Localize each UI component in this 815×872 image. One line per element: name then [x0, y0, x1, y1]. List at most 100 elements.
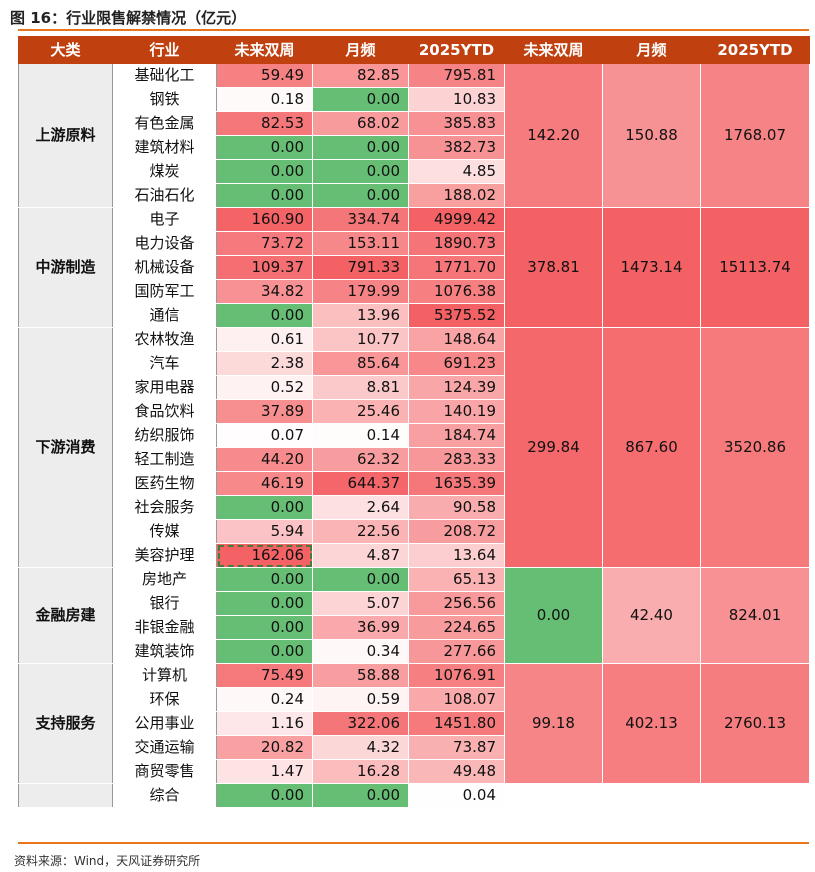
col-header-agg-monthly: 月频: [602, 36, 701, 64]
table-row: 建筑材料 0.00 0.00 382.73: [19, 135, 810, 160]
value-cell: 16.28: [312, 759, 409, 784]
aggregate-cell: 378.81: [504, 207, 603, 328]
value-cell: 644.37: [312, 471, 409, 496]
value-cell: 1451.80: [408, 711, 505, 736]
table-row: 通信 0.00 13.96 5375.52: [19, 303, 810, 328]
value-cell: 1.16: [216, 711, 313, 736]
industry-cell: 纺织服饰: [112, 423, 217, 448]
value-cell: 0.00: [216, 183, 313, 208]
aggregate-cell: 299.84: [504, 327, 603, 568]
industry-cell: 非银金融: [112, 615, 217, 640]
category-cell: 中游制造: [18, 207, 113, 328]
value-cell: 0.00: [216, 303, 313, 328]
value-cell: 0.00: [216, 639, 313, 664]
value-cell: 82.85: [312, 63, 409, 88]
value-cell: 65.13: [408, 567, 505, 592]
industry-cell: 公用事业: [112, 711, 217, 736]
value-cell: 58.88: [312, 663, 409, 688]
value-cell: 322.06: [312, 711, 409, 736]
value-cell: 160.90: [216, 207, 313, 232]
value-cell: 0.00: [312, 567, 409, 592]
value-cell: 0.00: [216, 159, 313, 184]
table-row: 交通运输 20.82 4.32 73.87: [19, 735, 810, 760]
industry-cell: 电子: [112, 207, 217, 232]
value-cell: 0.00: [312, 87, 409, 112]
table-row: 轻工制造 44.20 62.32 283.33: [19, 447, 810, 472]
value-cell: 2.38: [216, 351, 313, 376]
table-row: 医药生物 46.19 644.37 1635.39: [19, 471, 810, 496]
value-cell: 73.87: [408, 735, 505, 760]
value-cell: 0.00: [216, 615, 313, 640]
table-body: 上游原料 基础化工 59.49 82.85 795.81 142.20 150.88 1768…: [18, 63, 810, 808]
value-cell: 0.00: [312, 183, 409, 208]
value-cell: 1.47: [216, 759, 313, 784]
table-row: 综合 0.00 0.00 0.04: [18, 783, 810, 808]
industry-cell: 国防军工: [112, 279, 217, 304]
value-cell: 0.00: [216, 135, 313, 160]
data-table: 大类 行业 未来双周 月频 2025YTD 未来双周 月频 2025YTD 上游…: [18, 36, 810, 808]
aggregate-cell: 867.60: [602, 327, 701, 568]
bottom-rule: [18, 842, 809, 844]
value-cell: 5.07: [312, 591, 409, 616]
industry-cell: 建筑装饰: [112, 639, 217, 664]
value-cell: 82.53: [216, 111, 313, 136]
lockup-expiry-table: 大类 行业 未来双周 月频 2025YTD 未来双周 月频 2025YTD 上游…: [18, 36, 810, 808]
aggregate-cell: 150.88: [602, 63, 701, 208]
category-cell: 支持服务: [18, 663, 113, 784]
value-cell: 256.56: [408, 591, 505, 616]
table-row: 公用事业 1.16 322.06 1451.80: [19, 711, 810, 736]
table-row: 石油石化 0.00 0.00 188.02: [19, 183, 810, 208]
industry-cell: 环保: [112, 687, 217, 712]
col-header-agg-ytd: 2025YTD: [700, 36, 810, 64]
value-cell: 5375.52: [408, 303, 505, 328]
value-cell: 0.00: [312, 783, 409, 808]
table-row: 金融房建 房地产 0.00 0.00 65.13 0.00 42.40 824.01: [18, 567, 810, 664]
value-cell: 4.85: [408, 159, 505, 184]
value-cell: 44.20: [216, 447, 313, 472]
industry-cell: 汽车: [112, 351, 217, 376]
table-row: 国防军工 34.82 179.99 1076.38: [19, 279, 810, 304]
value-cell: 90.58: [408, 495, 505, 520]
value-cell: 0.34: [312, 639, 409, 664]
value-cell: 49.48: [408, 759, 505, 784]
industry-cell: 石油石化: [112, 183, 217, 208]
industry-cell: 医药生物: [112, 471, 217, 496]
value-cell: 8.81: [312, 375, 409, 400]
industry-cell: 机械设备: [112, 255, 217, 280]
value-cell: 0.59: [312, 687, 409, 712]
col-header-next-two-weeks: 未来双周: [216, 36, 313, 64]
value-cell: 25.46: [312, 399, 409, 424]
value-cell: 108.07: [408, 687, 505, 712]
value-cell: 36.99: [312, 615, 409, 640]
figure-title: 图 16：行业限售解禁情况（亿元）: [10, 9, 247, 27]
aggregate-cell: [504, 783, 603, 808]
col-header-monthly: 月频: [312, 36, 409, 64]
table-row: 下游消费 农林牧渔 0.61 10.77 148.64 299.84 867.60 3520.…: [18, 327, 810, 568]
value-cell: 62.32: [312, 447, 409, 472]
value-cell: 184.74: [408, 423, 505, 448]
aggregate-cell: 1473.14: [602, 207, 701, 328]
value-cell: 1076.38: [408, 279, 505, 304]
aggregate-cell: [700, 783, 810, 808]
aggregate-cell: 1768.07: [700, 63, 810, 208]
header-row: 大类 行业 未来双周 月频 2025YTD 未来双周 月频 2025YTD: [18, 36, 810, 64]
value-cell: 0.00: [312, 159, 409, 184]
aggregate-cell: [602, 783, 701, 808]
industry-cell: 交通运输: [112, 735, 217, 760]
value-cell: 0.04: [408, 783, 505, 808]
value-cell: 179.99: [312, 279, 409, 304]
industry-cell: 基础化工: [112, 63, 217, 88]
value-cell: 0.00: [312, 135, 409, 160]
value-cell: 140.19: [408, 399, 505, 424]
aggregate-cell: 3520.86: [700, 327, 810, 568]
col-header-industry: 行业: [112, 36, 217, 64]
value-cell: 0.52: [216, 375, 313, 400]
aggregate-cell: 99.18: [504, 663, 603, 784]
category-cell: 下游消费: [18, 327, 113, 568]
industry-cell: 通信: [112, 303, 217, 328]
value-cell: 1771.70: [408, 255, 505, 280]
table-row: 纺织服饰 0.07 0.14 184.74: [19, 423, 810, 448]
value-cell: 0.00: [216, 591, 313, 616]
industry-cell: 商贸零售: [112, 759, 217, 784]
value-cell: 20.82: [216, 735, 313, 760]
